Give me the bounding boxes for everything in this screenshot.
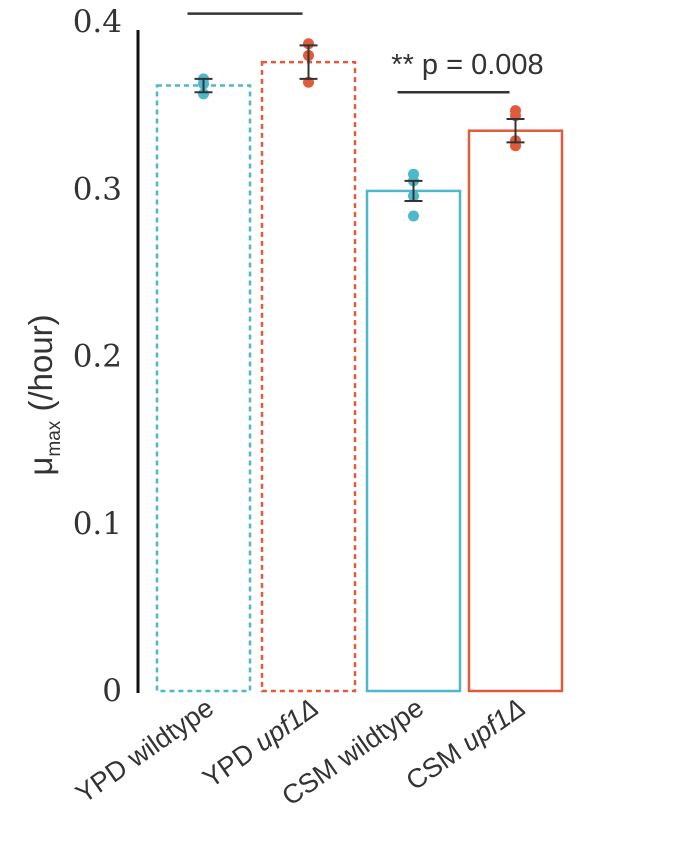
bar: [155, 84, 252, 693]
comparison-label: ** p = 0.008: [391, 49, 543, 81]
bars: [155, 38, 564, 693]
y-axis-label-sub: max: [44, 420, 65, 456]
data-point: [510, 105, 521, 117]
y-tick-label: 0.1: [73, 506, 122, 542]
bar: [260, 60, 357, 693]
category-label-genotype: upf1Δ: [249, 692, 324, 757]
data-point: [408, 168, 419, 180]
bar: [467, 129, 564, 693]
y-axis-label-main: μ: [22, 457, 59, 476]
data-point: [408, 210, 419, 222]
y-axis-ticks: 0 0.1 0.2 0.3 0.4: [73, 4, 122, 709]
svg-text:μmax (/hour): μmax (/hour): [22, 314, 65, 475]
y-tick-label: 0.4: [73, 4, 122, 40]
y-axis-label-unit: (/hour): [22, 314, 59, 420]
y-axis-label: μmax (/hour): [22, 314, 65, 475]
comparison-label: ns: [230, 0, 261, 3]
significance-annotations: ns ** p = 0.008: [187, 0, 544, 94]
y-tick-label: 0.3: [73, 171, 122, 207]
y-tick-label: 0: [102, 673, 122, 709]
data-point: [198, 88, 209, 100]
y-tick-label: 0.2: [73, 339, 122, 375]
category-label: YPD wildtype: [70, 692, 219, 809]
data-point: [303, 38, 314, 50]
category-label-genotype: wildtype: [121, 692, 219, 773]
bar: [365, 189, 462, 693]
category-label-genotype: upf1Δ: [456, 692, 531, 757]
